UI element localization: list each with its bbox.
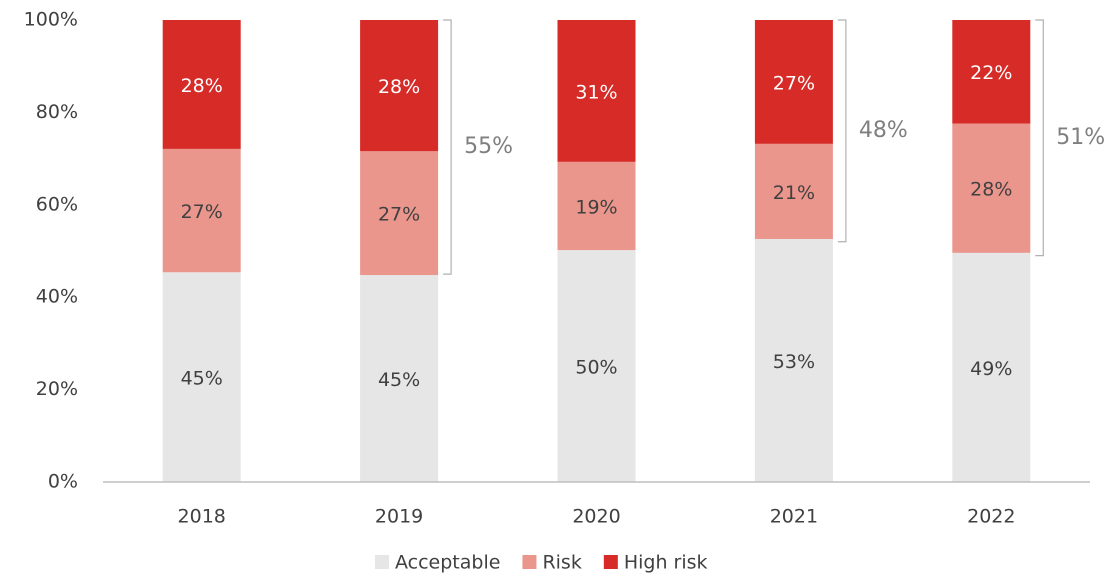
- bar-segment: [557, 20, 636, 162]
- x-tick-label: 2018: [178, 506, 226, 528]
- bar-segment: [162, 148, 241, 273]
- bar-segment: [162, 20, 241, 149]
- y-tick-label: 60%: [36, 193, 78, 215]
- data-label: 28%: [181, 75, 223, 97]
- y-tick-label: 100%: [24, 9, 78, 31]
- x-tick-label: 2021: [770, 506, 818, 528]
- bar-segment: [952, 123, 1031, 253]
- x-tick-label: 2022: [967, 506, 1015, 528]
- data-label: 19%: [575, 196, 617, 218]
- bar-segment: [557, 161, 636, 251]
- bar-segment: [162, 272, 241, 482]
- bracket: [443, 19, 452, 275]
- data-label: 28%: [378, 76, 420, 98]
- y-tick-label: 80%: [36, 101, 78, 123]
- legend-swatch: [375, 555, 389, 569]
- legend-swatch: [522, 555, 537, 569]
- annotation: 48%: [859, 118, 908, 143]
- data-label: 31%: [575, 81, 617, 103]
- x-tick-label: 2019: [375, 506, 423, 528]
- bar-segment: [952, 252, 1031, 482]
- bar-segment: [952, 20, 1031, 124]
- y-tick-label: 0%: [48, 471, 78, 493]
- data-label: 27%: [181, 201, 223, 223]
- bar-segment: [360, 151, 439, 276]
- bar-segment: [360, 275, 439, 482]
- data-label: 53%: [773, 351, 815, 373]
- bar-segment: [754, 20, 833, 144]
- y-tick-label: 20%: [36, 378, 78, 400]
- bar-segment: [557, 250, 636, 482]
- data-label: 28%: [970, 179, 1012, 201]
- bar-segment: [360, 20, 439, 152]
- data-label: 45%: [181, 368, 223, 390]
- data-label: 50%: [575, 357, 617, 379]
- bracket: [837, 19, 847, 243]
- annotation: 55%: [464, 134, 513, 159]
- bracket: [1035, 19, 1044, 257]
- legend-swatch: [603, 555, 618, 569]
- data-label: 27%: [773, 72, 815, 94]
- data-label: 27%: [378, 204, 420, 226]
- bar-segment: [754, 143, 833, 239]
- legend-label: High risk: [624, 552, 708, 574]
- legend-label: Risk: [542, 552, 581, 574]
- data-label: 21%: [773, 182, 815, 204]
- x-tick-label: 2020: [572, 506, 620, 528]
- annotation: 51%: [1056, 125, 1105, 150]
- data-label: 22%: [970, 62, 1012, 84]
- data-label: 45%: [378, 369, 420, 391]
- y-tick-label: 40%: [36, 286, 78, 308]
- data-label: 49%: [970, 358, 1012, 380]
- bar-segment: [754, 238, 833, 482]
- legend-label: Acceptable: [395, 552, 500, 574]
